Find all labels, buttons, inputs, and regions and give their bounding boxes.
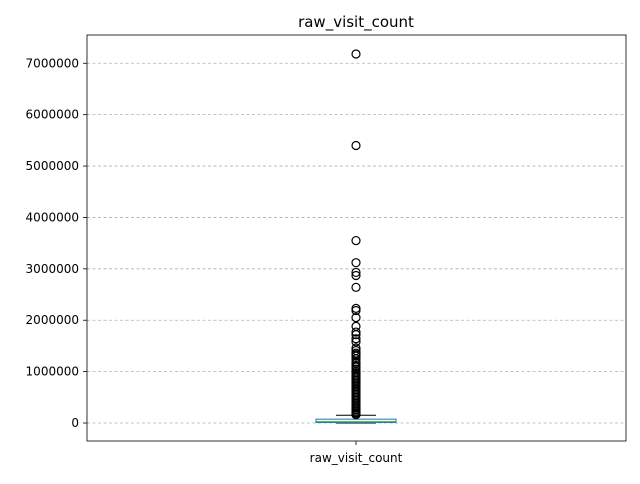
outlier-point <box>351 351 361 361</box>
x-tick-label: raw_visit_count <box>310 451 403 465</box>
outlier-point <box>351 330 361 340</box>
outlier-point <box>351 140 361 151</box>
outlier-point <box>351 327 361 337</box>
outlier-point <box>351 49 361 59</box>
outlier-point <box>351 270 361 281</box>
y-tick-label: 7000000 <box>26 56 79 70</box>
axes: 0 1000000 2000000 3000000 4000000 5000000 6000… <box>26 34 627 445</box>
y-tick-label: 3000000 <box>26 262 79 276</box>
chart-title: raw_visit_count <box>298 13 414 32</box>
plot-frame <box>86 34 627 442</box>
y-tick-label: 5000000 <box>26 159 79 173</box>
outlier-point <box>351 334 361 344</box>
y-tick-label: 2000000 <box>26 313 79 327</box>
y-tick-label: 1000000 <box>26 365 79 379</box>
outlier-point <box>351 258 361 268</box>
outlier-point <box>351 313 361 323</box>
outlier-point <box>351 337 361 347</box>
outlier-point <box>351 410 361 420</box>
outlier-point <box>351 305 361 316</box>
y-tick-label: 4000000 <box>26 210 79 224</box>
outlier-point <box>351 282 361 292</box>
outlier-points <box>351 49 361 420</box>
outlier-point <box>351 235 361 246</box>
y-tick-label: 0 <box>71 416 79 430</box>
outlier-point <box>351 267 361 278</box>
y-tick-label: 6000000 <box>26 108 79 122</box>
